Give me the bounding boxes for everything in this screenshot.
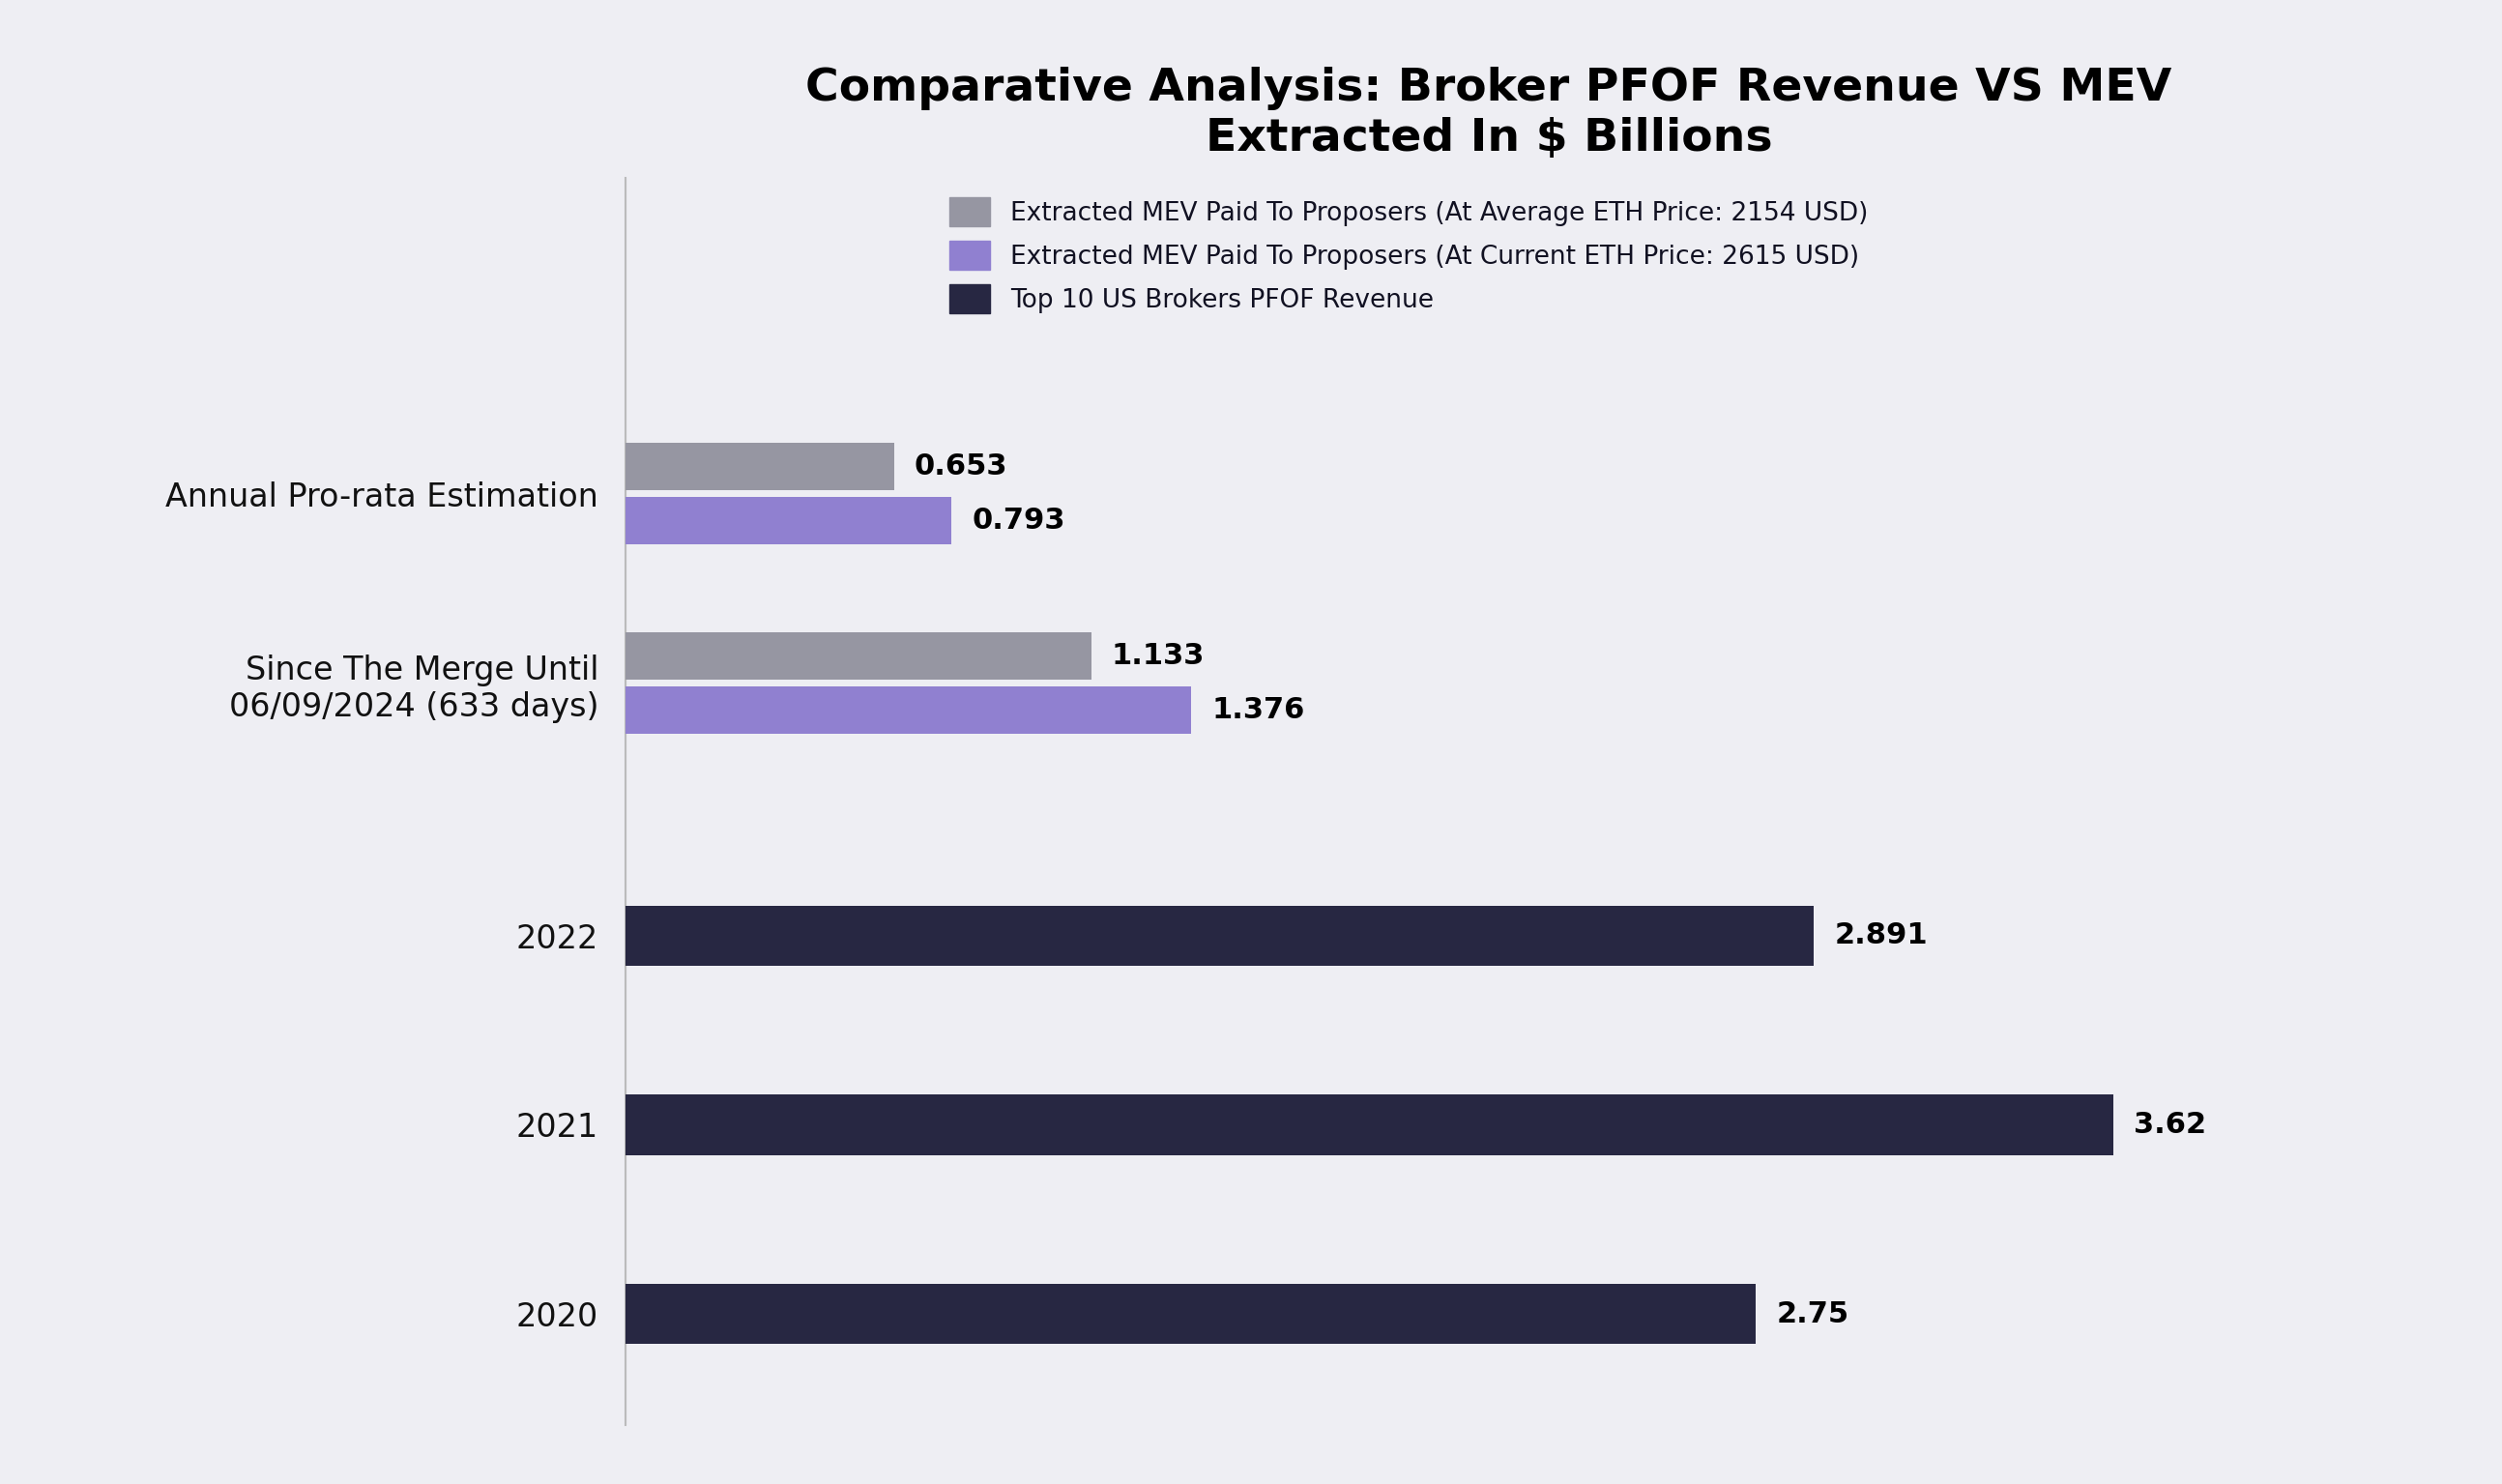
Text: 1.376: 1.376 [1211,696,1306,724]
Legend: Extracted MEV Paid To Proposers (At Average ETH Price: 2154 USD), Extracted MEV : Extracted MEV Paid To Proposers (At Aver… [948,197,1869,313]
Text: 2.75: 2.75 [1776,1300,1849,1328]
Bar [626,686,1191,733]
Bar [626,632,1091,680]
Text: 1.133: 1.133 [1111,643,1206,671]
Text: 0.653: 0.653 [913,453,1008,481]
Bar [626,497,951,545]
Bar [626,1284,1756,1345]
Text: 3.62: 3.62 [2134,1112,2207,1138]
Bar [626,1095,2114,1155]
Text: 0.793: 0.793 [971,506,1066,534]
Text: 2.891: 2.891 [1834,922,1929,950]
Bar [626,444,893,491]
Bar [626,905,1814,966]
Title: Comparative Analysis: Broker PFOF Revenue VS MEV
Extracted In $ Billions: Comparative Analysis: Broker PFOF Revenu… [806,67,2172,160]
